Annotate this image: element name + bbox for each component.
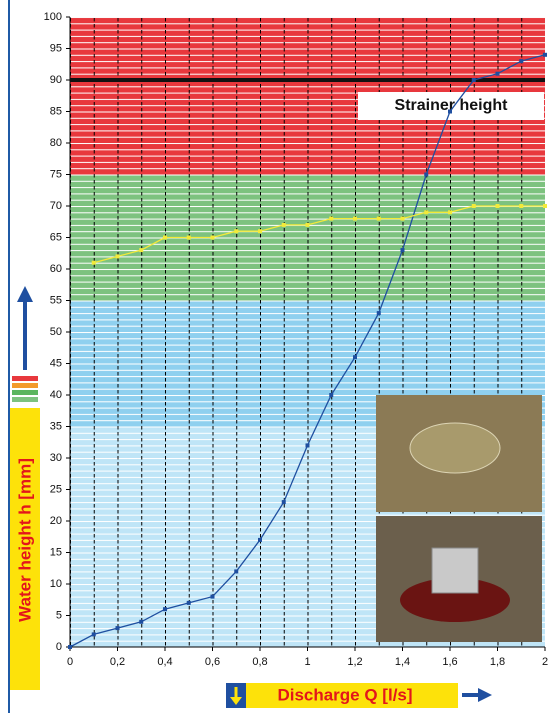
photo-detail — [410, 423, 500, 473]
point — [519, 59, 523, 63]
point — [377, 311, 381, 315]
point — [92, 632, 96, 636]
point — [496, 204, 500, 208]
point — [401, 217, 405, 221]
swatch — [12, 390, 38, 395]
x-tick-label: 2 — [542, 656, 548, 668]
y-tick-label: 90 — [50, 74, 62, 86]
x-tick-label: 0,2 — [110, 656, 125, 668]
y-tick-label: 40 — [50, 389, 62, 401]
y-tick-label: 70 — [50, 200, 62, 212]
swatch — [12, 397, 38, 402]
y-tick-label: 45 — [50, 357, 62, 369]
point — [353, 217, 357, 221]
point — [424, 173, 428, 177]
y-axis-label: Water height h [mm] — [15, 458, 34, 622]
point — [329, 217, 333, 221]
y-tick-label: 20 — [50, 515, 62, 527]
point — [306, 223, 310, 227]
point — [401, 248, 405, 252]
arrow-head — [17, 286, 33, 302]
y-tick-label: 25 — [50, 483, 62, 495]
point — [543, 53, 547, 57]
y-tick-label: 50 — [50, 326, 62, 338]
x-tick-label: 1,8 — [490, 656, 505, 668]
point — [139, 620, 143, 624]
x-tick-label: 0,6 — [205, 656, 220, 668]
point — [163, 236, 167, 240]
frame — [8, 0, 10, 713]
point — [496, 72, 500, 76]
point — [543, 204, 547, 208]
x-tick-label: 0,4 — [157, 656, 172, 668]
x-tick-label: 0 — [67, 656, 73, 668]
y-tick-label: 55 — [50, 294, 62, 306]
x-tick-label: 1,4 — [395, 656, 410, 668]
y-tick-label: 35 — [50, 420, 62, 432]
point — [258, 229, 262, 233]
point — [448, 110, 452, 114]
point — [258, 538, 262, 542]
y-tick-label: 0 — [56, 641, 62, 653]
point — [353, 355, 357, 359]
y-tick-label: 10 — [50, 578, 62, 590]
y-tick-label: 5 — [56, 609, 62, 621]
y-tick-label: 15 — [50, 546, 62, 558]
point — [519, 204, 523, 208]
x-axis-label: Discharge Q [l/s] — [277, 685, 412, 704]
y-tick-label: 85 — [50, 105, 62, 117]
x-tick-label: 1 — [304, 656, 310, 668]
point — [306, 443, 310, 447]
y-tick-label: 60 — [50, 263, 62, 275]
point — [92, 261, 96, 265]
point — [211, 236, 215, 240]
point — [187, 601, 191, 605]
x-tick-label: 0,8 — [252, 656, 267, 668]
point — [234, 229, 238, 233]
point — [211, 595, 215, 599]
point — [139, 248, 143, 252]
photo-detail — [432, 548, 478, 593]
y-tick-label: 80 — [50, 137, 62, 149]
arrow-head — [478, 688, 492, 702]
point — [282, 500, 286, 504]
swatch — [12, 383, 38, 388]
chart: 0510152025303540455055606570758085909510… — [0, 0, 553, 713]
y-tick-label: 100 — [44, 11, 62, 23]
point — [472, 204, 476, 208]
point — [282, 223, 286, 227]
point — [234, 569, 238, 573]
point — [448, 210, 452, 214]
x-tick-label: 1,6 — [442, 656, 457, 668]
y-tick-label: 95 — [50, 42, 62, 54]
swatch — [12, 376, 38, 381]
point — [116, 254, 120, 258]
point — [116, 626, 120, 630]
point — [163, 607, 167, 611]
x-tick-label: 1,2 — [347, 656, 362, 668]
point — [424, 210, 428, 214]
y-tick-label: 30 — [50, 452, 62, 464]
point — [472, 78, 476, 82]
y-tick-label: 75 — [50, 168, 62, 180]
point — [377, 217, 381, 221]
point — [187, 236, 191, 240]
point — [329, 393, 333, 397]
point — [68, 645, 72, 649]
y-tick-label: 65 — [50, 231, 62, 243]
